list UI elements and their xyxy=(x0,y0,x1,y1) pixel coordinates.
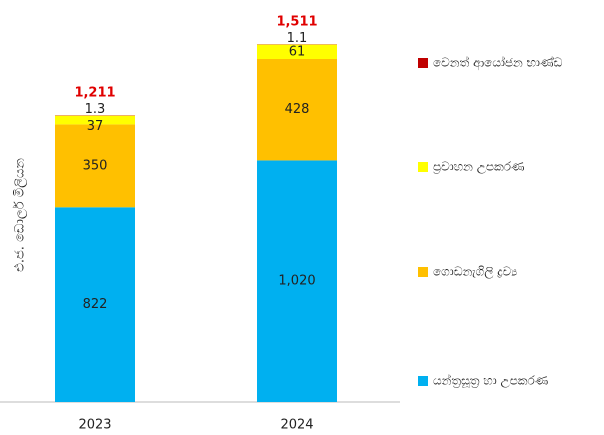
value-label: 1,020 xyxy=(278,274,315,289)
x-tick-label: 2023 xyxy=(78,418,111,433)
bar-segment xyxy=(55,124,135,208)
bar-segment xyxy=(257,59,337,161)
legend-swatch xyxy=(418,267,428,277)
bar-segment xyxy=(55,207,135,402)
value-label: 1.1 xyxy=(287,31,308,46)
bar-segment xyxy=(257,44,337,60)
value-label: 350 xyxy=(83,158,108,173)
legend-label: වෙනත් ආයෝජන භාණ්ඩ xyxy=(433,55,562,70)
value-label: 822 xyxy=(83,297,108,312)
y-axis-label: එ.ජ. ඩොලර් මිලියන xyxy=(12,158,28,272)
value-label: 61 xyxy=(289,44,306,59)
total-label: 1,511 xyxy=(276,15,317,30)
legend-label: ගොඩනැගිලි ද්‍රව්‍ය xyxy=(433,265,517,280)
legend-swatch xyxy=(418,58,428,68)
legend-label: යන්ත්‍රසූත්‍ර හා උපකරණ xyxy=(433,373,548,388)
value-label: 1.3 xyxy=(85,102,106,117)
bar-segment xyxy=(55,115,135,125)
x-tick-label: 2024 xyxy=(280,418,313,433)
bar-segment xyxy=(257,160,337,402)
legend-swatch xyxy=(418,162,428,172)
total-label: 1,211 xyxy=(74,86,115,101)
legend-label: ප්‍රවාහන උපකරණ xyxy=(433,160,524,175)
legend-swatch xyxy=(418,376,428,386)
value-label: 37 xyxy=(87,119,104,134)
value-label: 428 xyxy=(285,102,310,117)
